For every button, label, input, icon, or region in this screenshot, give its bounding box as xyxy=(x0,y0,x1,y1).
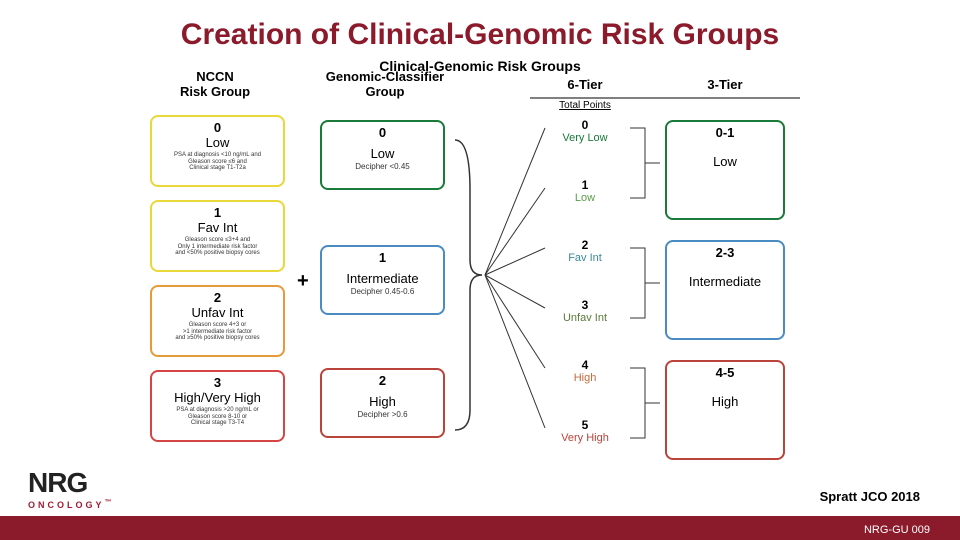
tier6-item-3: 3Unfav Int xyxy=(545,298,625,324)
col-head-nccn: NCCNRisk Group xyxy=(150,70,280,100)
nccn-box-0: 0LowPSA at diagnosis <10 ng/mL andGleaso… xyxy=(150,115,285,187)
nccn-box-1: 1Fav IntGleason score ≤3+4 andOnly 1 int… xyxy=(150,200,285,272)
footer-bar: NRG-GU 009 xyxy=(0,516,960,540)
logo-tm: ™ xyxy=(105,499,115,506)
genomic-box-0: 0LowDecipher <0.45 xyxy=(320,120,445,190)
nccn-box-3: 3High/Very HighPSA at diagnosis >20 ng/m… xyxy=(150,370,285,442)
tier6-item-4: 4High xyxy=(545,358,625,384)
genomic-box-2: 2HighDecipher >0.6 xyxy=(320,368,445,438)
nccn-box-2: 2Unfav IntGleason score 4+3 or>1 interme… xyxy=(150,285,285,357)
tier3-box-0: 0-1Low xyxy=(665,120,785,220)
col-head-3tier: 3-Tier xyxy=(660,78,790,93)
tier3-box-2: 4-5High xyxy=(665,360,785,460)
tier3-box-1: 2-3Intermediate xyxy=(665,240,785,340)
tier6-item-2: 2Fav Int xyxy=(545,238,625,264)
diagram-area: NCCNRisk Group Genomic-ClassifierGroup 6… xyxy=(150,70,850,470)
logo-sub: ONCOLOGY xyxy=(28,500,105,510)
footer-text: NRG-GU 009 xyxy=(864,524,930,536)
tier6-item-1: 1Low xyxy=(545,178,625,204)
tier6-item-0: 0Very Low xyxy=(545,118,625,144)
page-title: Creation of Clinical-Genomic Risk Groups xyxy=(0,0,960,52)
tier6-item-5: 5Very High xyxy=(545,418,625,444)
plus-symbol: + xyxy=(297,270,309,293)
logo-main: NRG xyxy=(28,467,87,498)
citation: Spratt JCO 2018 xyxy=(820,489,920,504)
genomic-box-1: 1IntermediateDecipher 0.45-0.6 xyxy=(320,245,445,315)
col-head-genomic: Genomic-ClassifierGroup xyxy=(315,70,455,100)
col-head-6tier: 6-Tier xyxy=(520,78,650,93)
total-points-label: Total Points xyxy=(545,100,625,111)
logo: NRG ONCOLOGY™ xyxy=(28,467,115,510)
